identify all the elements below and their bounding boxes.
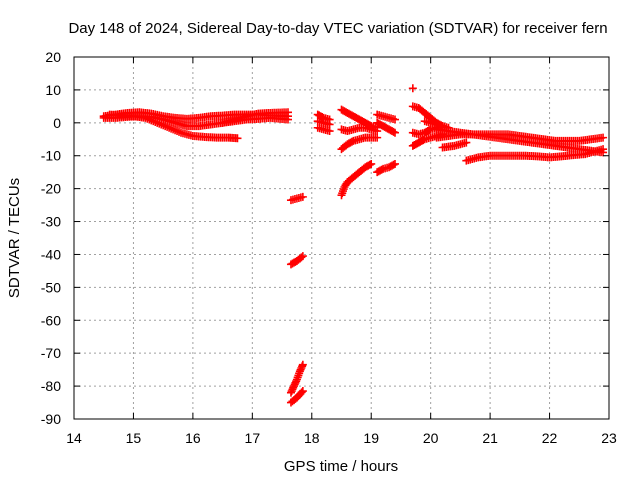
- data-point: [298, 360, 307, 369]
- x-tick-label: 17: [245, 430, 261, 446]
- data-point: [298, 252, 307, 261]
- data-point: [389, 160, 398, 169]
- x-tick-labels: 14 15 16 17 18 19 20 21 22 23: [66, 430, 617, 446]
- series-9: [313, 110, 334, 124]
- x-tick-label: 18: [304, 430, 320, 446]
- data-point: [284, 108, 292, 117]
- series-5: [286, 192, 307, 205]
- plot-frame: [73, 56, 610, 420]
- y-tick-labels: 20 10 0 -10 -20 -30 -40 -50 -60 -70 -80 -90: [41, 49, 61, 427]
- series-8: [286, 387, 307, 407]
- y-tick-label: 0: [53, 115, 61, 131]
- y-tick-label: -80: [41, 378, 61, 394]
- series-11: [313, 117, 334, 129]
- series-12: [337, 105, 382, 132]
- data-point: [233, 134, 242, 143]
- series-19: [408, 84, 417, 93]
- series-16: [373, 110, 399, 124]
- series-17: [373, 118, 399, 137]
- series-26: [462, 145, 608, 165]
- series-6: [286, 252, 307, 269]
- axis-ticks: [73, 56, 610, 420]
- x-tick-label: 14: [66, 430, 82, 446]
- data-point: [325, 120, 334, 129]
- y-tick-label: -30: [41, 214, 61, 230]
- x-tick-label: 22: [542, 430, 558, 446]
- data-point: [373, 127, 382, 136]
- data-point: [347, 137, 356, 146]
- data-point: [389, 127, 398, 136]
- data-point: [365, 160, 374, 169]
- data-point: [425, 126, 434, 135]
- data-point: [419, 136, 428, 145]
- data-point: [367, 159, 376, 168]
- data-point: [408, 84, 417, 93]
- y-tick-label: -10: [41, 148, 61, 164]
- data-point: [297, 253, 306, 262]
- data-point: [599, 133, 608, 142]
- data-point: [298, 192, 307, 201]
- series-13: [337, 133, 382, 154]
- y-tick-label: 20: [45, 49, 61, 65]
- x-tick-label: 23: [601, 430, 617, 446]
- chart-title: Day 148 of 2024, Sidereal Day-to-day VTE…: [68, 20, 607, 37]
- data-point: [284, 115, 292, 124]
- series-3: [105, 110, 242, 143]
- series-14: [337, 123, 382, 136]
- y-axis-label: SDTVAR / TECUs: [6, 178, 23, 298]
- data-point: [462, 138, 471, 147]
- data-point: [377, 165, 386, 174]
- y-tick-label: -40: [41, 246, 61, 262]
- x-tick-label: 16: [185, 430, 201, 446]
- y-tick-label: -20: [41, 181, 61, 197]
- y-tick-label: -60: [41, 312, 61, 328]
- x-tick-label: 15: [126, 430, 142, 446]
- y-tick-label: -50: [41, 279, 61, 295]
- series-15: [337, 159, 376, 200]
- data-point: [297, 388, 306, 397]
- series-7: [286, 360, 307, 397]
- x-tick-label: 19: [363, 430, 379, 446]
- data-point: [391, 128, 399, 137]
- y-tick-label: -90: [41, 411, 61, 427]
- data-point: [599, 145, 608, 154]
- series-25: [432, 130, 608, 145]
- y-tick-label: -70: [41, 345, 61, 361]
- series-18: [373, 159, 399, 177]
- series-27: [438, 138, 471, 152]
- x-tick-label: 20: [423, 430, 439, 446]
- x-axis-label: GPS time / hours: [284, 458, 398, 475]
- y-tick-label: 10: [45, 82, 61, 98]
- series-4: [218, 108, 292, 127]
- data-point: [298, 387, 307, 396]
- data-point: [391, 159, 399, 168]
- data-points: [99, 84, 608, 407]
- x-tick-label: 21: [482, 430, 498, 446]
- data-point: [391, 115, 399, 124]
